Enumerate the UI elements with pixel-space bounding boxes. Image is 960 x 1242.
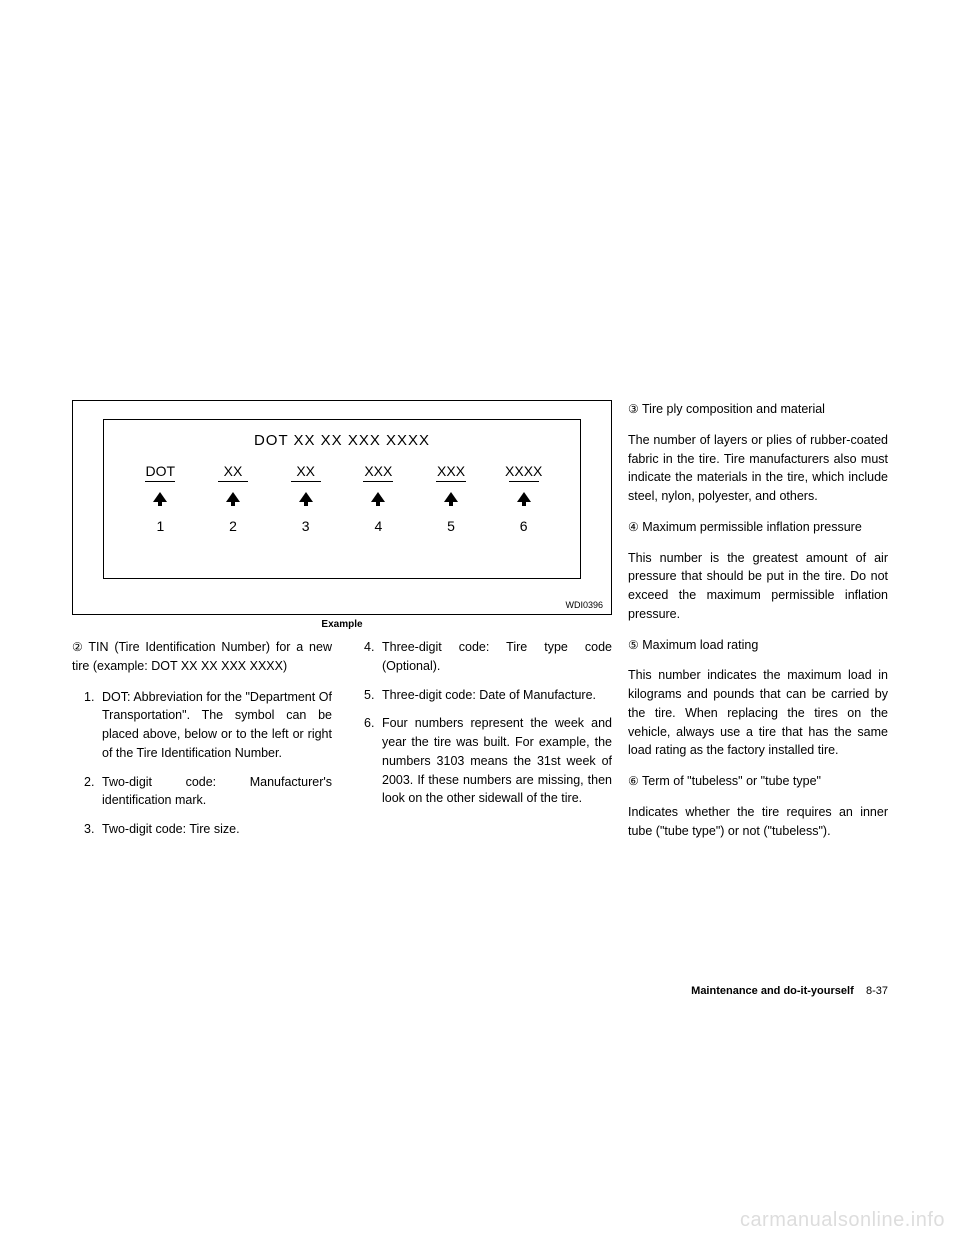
arrow-up-icon (153, 492, 167, 502)
diagram-item: XX 2 (197, 463, 270, 534)
section-heading: ⑤ Maximum load rating (628, 636, 888, 655)
arrow-up-icon (371, 492, 385, 502)
column-2: 4. Three-digit code: Tire type code (Opt… (352, 638, 612, 849)
column-1: ② TIN (Tire Identification Number) for a… (72, 638, 332, 849)
diagram-label: XXX (437, 463, 465, 479)
diagram-inner: DOT XX XX XXX XXXX DOT 1 XX 2 XX (103, 419, 581, 579)
arrow-up-icon (517, 492, 531, 502)
diagram-item: XXX 5 (415, 463, 488, 534)
underline (145, 481, 175, 482)
diagram-number: 1 (156, 518, 164, 534)
footer-section: Maintenance and do-it-yourself (691, 985, 854, 997)
list-item: 3. Two-digit code: Tire size. (72, 820, 332, 839)
section-heading: ④ Maximum permissible inflation pressure (628, 518, 888, 537)
section-body: The number of layers or plies of rubber-… (628, 431, 888, 506)
list-number: 1. (84, 688, 102, 763)
diagram-item: XXXX 6 (487, 463, 560, 534)
underline (218, 481, 248, 482)
diagram-label: XXXX (505, 463, 542, 479)
diagram-number: 6 (520, 518, 528, 534)
circled-number: ④ (628, 518, 639, 536)
section-heading: ⑥ Term of "tubeless" or "tube type" (628, 772, 888, 791)
diagram-label: XXX (364, 463, 392, 479)
diagram-label: DOT (146, 463, 176, 479)
footer-page: 8-37 (866, 985, 888, 997)
underline (436, 481, 466, 482)
watermark: carmanualsonline.info (740, 1209, 945, 1232)
list-text: Four numbers represent the week and year… (382, 714, 612, 808)
section-body: This number indicates the maximum load i… (628, 666, 888, 760)
intro-text: TIN (Tire Identification Number) for a n… (72, 640, 332, 673)
list-text: Two-digit code: Tire size. (102, 820, 332, 839)
list-number: 2. (84, 773, 102, 811)
section-body: This number is the greatest amount of ai… (628, 549, 888, 624)
list-number: 5. (364, 686, 382, 705)
list-text: Three-digit code: Date of Manufacture. (382, 686, 612, 705)
circled-number: ③ (628, 400, 639, 418)
diagram-caption: Example (72, 619, 612, 630)
section-title: Tire ply composition and material (642, 402, 825, 416)
diagram-item: XX 3 (269, 463, 342, 534)
tin-diagram: DOT XX XX XXX XXXX DOT 1 XX 2 XX (72, 400, 612, 615)
diagram-number: 2 (229, 518, 237, 534)
underline (291, 481, 321, 482)
arrow-up-icon (299, 492, 313, 502)
underline (509, 481, 539, 482)
arrow-up-icon (226, 492, 240, 502)
page-footer: Maintenance and do-it-yourself 8-37 (691, 985, 888, 997)
column-3: ③ Tire ply composition and material The … (628, 400, 888, 852)
list-number: 4. (364, 638, 382, 676)
diagram-number: 3 (302, 518, 310, 534)
diagram-number: 5 (447, 518, 455, 534)
circled-number: ② (72, 638, 83, 656)
list-text: DOT: Abbreviation for the "Department Of… (102, 688, 332, 763)
list-item: 1. DOT: Abbreviation for the "Department… (72, 688, 332, 763)
diagram-row: DOT 1 XX 2 XX 3 XXX (104, 463, 580, 534)
content-area: DOT XX XX XXX XXXX DOT 1 XX 2 XX (72, 400, 888, 849)
diagram-title: DOT XX XX XXX XXXX (104, 432, 580, 449)
circled-number: ⑥ (628, 772, 639, 790)
circled-number: ⑤ (628, 636, 639, 654)
section-heading: ③ Tire ply composition and material (628, 400, 888, 419)
list-text: Three-digit code: Tire type code (Option… (382, 638, 612, 676)
section-title: Term of "tubeless" or "tube type" (642, 774, 821, 788)
diagram-item: XXX 4 (342, 463, 415, 534)
diagram-label: XX (224, 463, 243, 479)
intro-paragraph: ② TIN (Tire Identification Number) for a… (72, 638, 332, 676)
list-item: 5. Three-digit code: Date of Manufacture… (352, 686, 612, 705)
diagram-number: 4 (374, 518, 382, 534)
underline (363, 481, 393, 482)
diagram-code: WDI0396 (565, 600, 603, 610)
diagram-item: DOT 1 (124, 463, 197, 534)
list-item: 2. Two-digit code: Manufacturer's identi… (72, 773, 332, 811)
list-item: 4. Three-digit code: Tire type code (Opt… (352, 638, 612, 676)
section-title: Maximum permissible inflation pressure (642, 520, 862, 534)
list-number: 6. (364, 714, 382, 808)
list-text: Two-digit code: Manufacturer's identific… (102, 773, 332, 811)
diagram-label: XX (296, 463, 315, 479)
section-body: Indicates whether the tire requires an i… (628, 803, 888, 841)
section-title: Maximum load rating (642, 638, 758, 652)
list-item: 6. Four numbers represent the week and y… (352, 714, 612, 808)
list-number: 3. (84, 820, 102, 839)
arrow-up-icon (444, 492, 458, 502)
